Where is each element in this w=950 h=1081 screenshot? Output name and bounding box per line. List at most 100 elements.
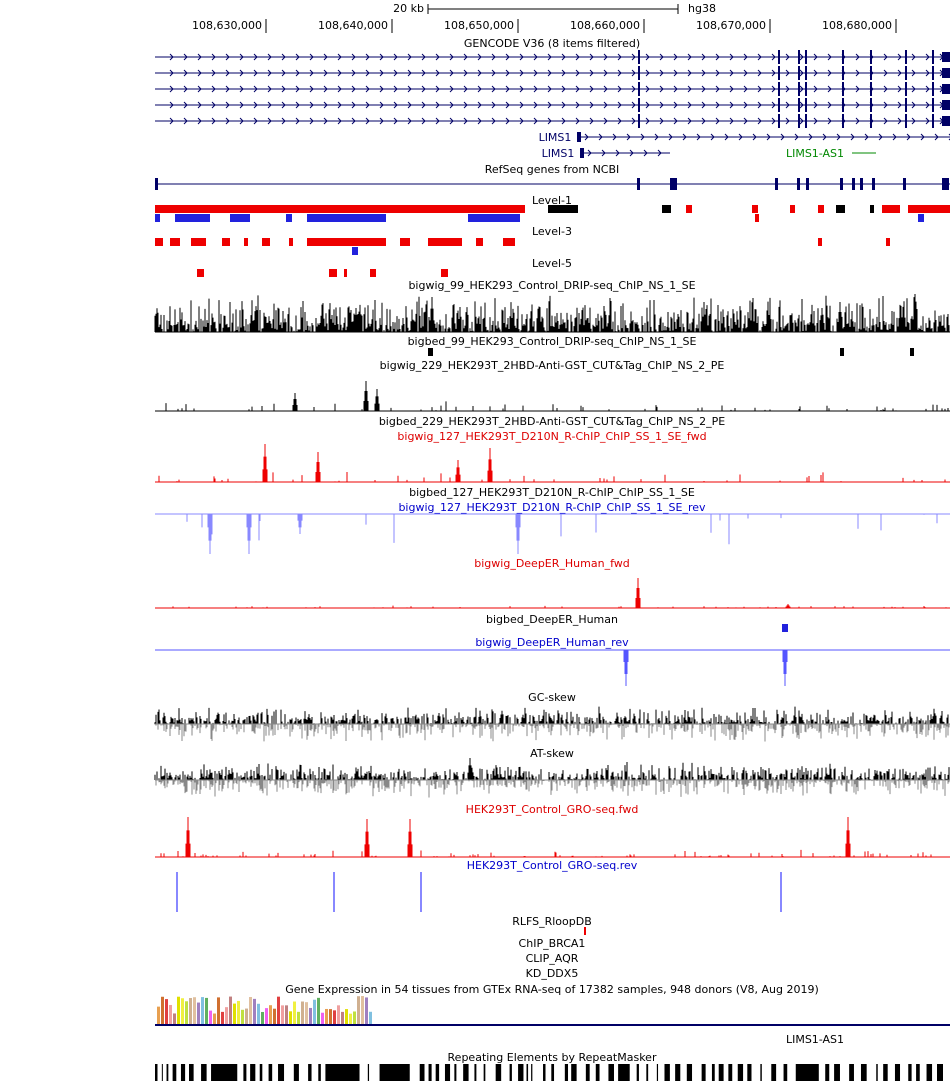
strand-arrow bbox=[631, 101, 636, 109]
strand-arrow bbox=[589, 117, 594, 125]
strand-arrow bbox=[855, 85, 860, 93]
track-label: GENCODE V36 (8 items filtered) bbox=[464, 37, 640, 50]
strand-arrow bbox=[267, 85, 272, 93]
position-label: 108,650,000 bbox=[444, 19, 514, 32]
strand-arrow bbox=[785, 85, 790, 93]
feature-block bbox=[476, 238, 483, 246]
strand-arrow bbox=[757, 53, 762, 61]
repeat-block bbox=[571, 1064, 577, 1081]
strand-arrow bbox=[393, 117, 398, 125]
strand-arrow bbox=[780, 133, 785, 141]
strand-arrow bbox=[911, 101, 916, 109]
strand-arrow bbox=[668, 133, 673, 141]
feature-block bbox=[428, 238, 462, 246]
strand-arrow bbox=[449, 85, 454, 93]
position-label: 108,660,000 bbox=[570, 19, 640, 32]
exon bbox=[870, 82, 872, 96]
repeat-block bbox=[325, 1064, 360, 1081]
expression-bar bbox=[177, 996, 180, 1024]
repeat-block bbox=[595, 1064, 600, 1081]
strand-arrow bbox=[687, 69, 692, 77]
strand-arrow bbox=[519, 117, 524, 125]
repeat-block bbox=[166, 1064, 169, 1081]
strand-arrow bbox=[505, 53, 510, 61]
exon bbox=[778, 50, 780, 64]
repeat-block bbox=[760, 1064, 762, 1081]
expression-bar bbox=[253, 998, 256, 1024]
exon bbox=[805, 98, 807, 112]
strand-arrow bbox=[612, 133, 617, 141]
exon bbox=[805, 114, 807, 128]
repeat-block bbox=[937, 1064, 943, 1081]
strand-arrow bbox=[589, 101, 594, 109]
repeat-block bbox=[711, 1064, 715, 1081]
strand-arrow bbox=[267, 53, 272, 61]
strand-arrow bbox=[743, 69, 748, 77]
expression-bar bbox=[169, 1004, 172, 1024]
repeat-block bbox=[428, 1064, 432, 1081]
repeat-block bbox=[483, 1064, 486, 1081]
exon bbox=[842, 114, 844, 128]
feature-block bbox=[191, 238, 206, 246]
repeat-block bbox=[608, 1064, 614, 1081]
strand-arrow bbox=[309, 117, 314, 125]
strand-arrow bbox=[337, 85, 342, 93]
strand-arrow bbox=[785, 101, 790, 109]
strand-arrow bbox=[281, 53, 286, 61]
strand-arrow bbox=[785, 53, 790, 61]
feature-block bbox=[441, 269, 448, 277]
expression-bar bbox=[345, 1009, 348, 1024]
repeat-block bbox=[783, 1064, 788, 1081]
strand-arrow bbox=[687, 85, 692, 93]
strand-arrow bbox=[906, 133, 911, 141]
exon bbox=[778, 82, 780, 96]
strand-arrow bbox=[323, 53, 328, 61]
exon bbox=[638, 50, 640, 64]
strand-arrow bbox=[295, 101, 300, 109]
expression-bar bbox=[157, 1006, 160, 1024]
strand-arrow bbox=[855, 53, 860, 61]
expression-bar bbox=[269, 1005, 272, 1024]
strand-arrow bbox=[629, 149, 634, 157]
strand-arrow bbox=[799, 117, 804, 125]
strand-arrow bbox=[323, 101, 328, 109]
exon bbox=[842, 66, 844, 80]
feature-block bbox=[286, 214, 292, 222]
strand-arrow bbox=[239, 53, 244, 61]
strand-arrow bbox=[631, 69, 636, 77]
strand-arrow bbox=[883, 101, 888, 109]
feature-block bbox=[782, 624, 788, 632]
strand-arrow bbox=[715, 117, 720, 125]
strand-arrow bbox=[603, 53, 608, 61]
strand-arrow bbox=[519, 85, 524, 93]
strand-arrow bbox=[491, 117, 496, 125]
expression-bar bbox=[225, 1007, 228, 1024]
strand-arrow bbox=[379, 101, 384, 109]
strand-arrow bbox=[715, 53, 720, 61]
strand-arrow bbox=[743, 101, 748, 109]
repeat-block bbox=[518, 1064, 524, 1081]
exon bbox=[905, 66, 907, 80]
strand-arrow bbox=[659, 85, 664, 93]
strand-arrow bbox=[407, 85, 412, 93]
strand-arrow bbox=[337, 117, 342, 125]
strand-arrow bbox=[589, 53, 594, 61]
strand-arrow bbox=[323, 69, 328, 77]
strand-arrow bbox=[892, 133, 897, 141]
strand-arrow bbox=[407, 53, 412, 61]
strand-arrow bbox=[687, 101, 692, 109]
strand-arrow bbox=[813, 53, 818, 61]
exon bbox=[775, 178, 778, 190]
strand-arrow bbox=[626, 133, 631, 141]
strand-arrow bbox=[687, 117, 692, 125]
strand-arrow bbox=[729, 85, 734, 93]
strand-arrow bbox=[631, 53, 636, 61]
expression-bar bbox=[305, 1002, 308, 1024]
exon bbox=[903, 178, 906, 190]
exon bbox=[798, 82, 800, 96]
track-label: bigbed_99_HEK293_Control_DRIP-seq_ChIP_N… bbox=[408, 335, 697, 348]
exon bbox=[905, 114, 907, 128]
expression-bar bbox=[233, 1003, 236, 1024]
expression-bar bbox=[185, 1001, 188, 1024]
exon bbox=[638, 82, 640, 96]
